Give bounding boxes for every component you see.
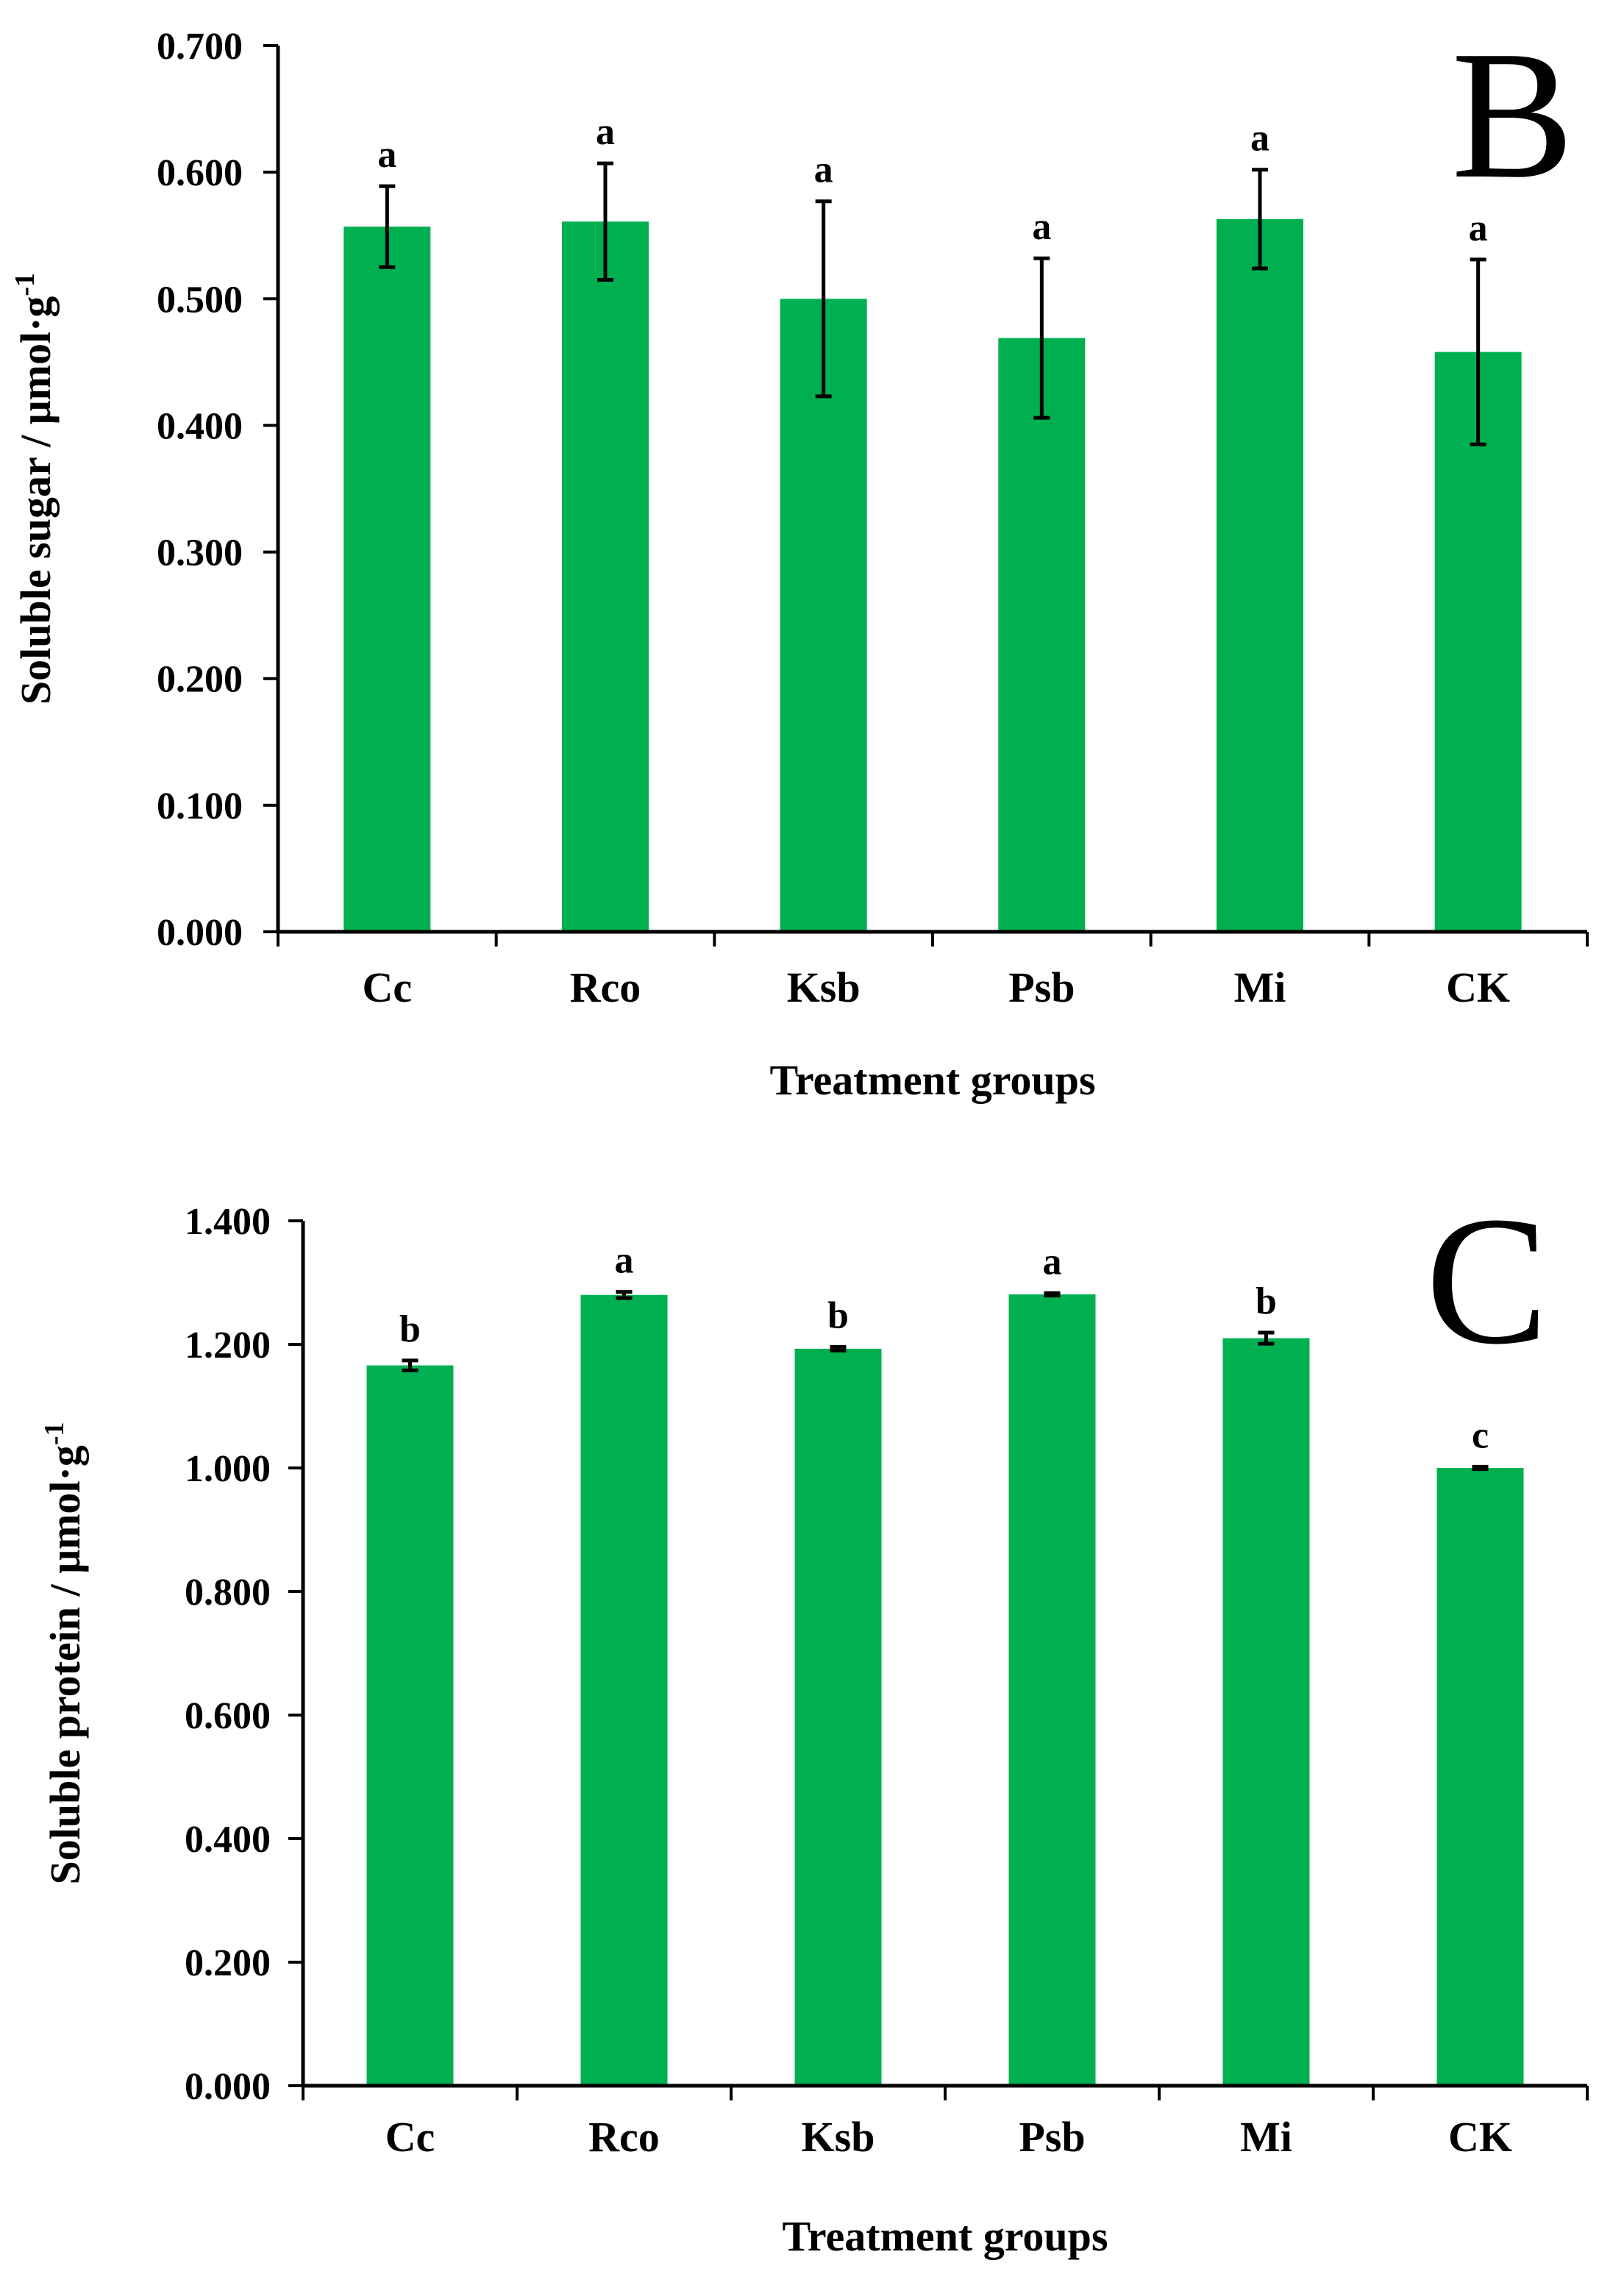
y-tick-label: 0.300: [157, 532, 243, 574]
error-bar-ksb: [815, 199, 832, 399]
significance-label: a: [596, 111, 615, 153]
y-tick-label: 0.200: [185, 1942, 271, 1984]
bar-cc: [366, 1365, 454, 2086]
error-bar-ck: [1472, 1464, 1489, 1472]
y-tick-label: 0.000: [185, 2066, 271, 2108]
x-tick-label: Rco: [588, 2113, 660, 2161]
error-bar-cc: [402, 1358, 419, 1372]
y-axis-title-superscript: -1: [39, 1422, 70, 1445]
x-tick-label: Ksb: [802, 2113, 875, 2161]
y-axis-title-text: Soluble protein / μmol·g: [41, 1445, 89, 1884]
y-axis-title-text: Soluble sugar / μmol·g: [12, 296, 60, 705]
bar-mi: [1222, 1338, 1310, 2086]
bar-cc: [343, 227, 431, 932]
y-tick-label: 0.100: [157, 785, 243, 827]
significance-label: a: [814, 149, 833, 191]
y-tick-label: 1.000: [185, 1448, 271, 1490]
x-tick-label: Psb: [1008, 963, 1075, 1011]
significance-label: a: [1043, 1241, 1062, 1283]
x-tick-label: Psb: [1019, 2113, 1085, 2161]
bar-rco: [562, 221, 649, 932]
bar-ksb: [780, 299, 867, 932]
y-axis-title-superscript: -1: [10, 273, 40, 296]
chart-panel-b: a Cc a Rco a Ksb a Psb a Mi a CK 0.000 0.100 0.200 0.30…: [10, 13, 1589, 1104]
y-tick-label: 0.600: [157, 152, 243, 194]
y-tick-label: 0.000: [157, 912, 243, 954]
bar-mi: [1217, 218, 1303, 933]
error-bar-ck: [1470, 257, 1486, 446]
y-tick-label: 0.400: [185, 1819, 271, 1861]
x-axis-title: Treatment groups: [782, 2212, 1108, 2260]
significance-label: a: [1469, 207, 1488, 249]
bar-psb: [998, 338, 1086, 932]
y-tick-label: 0.800: [185, 1572, 271, 1614]
panel-label: C: [1425, 1179, 1548, 1383]
error-bar-psb: [1044, 1291, 1061, 1298]
x-tick-label: Mi: [1240, 2113, 1292, 2161]
y-tick-label: 0.400: [157, 405, 243, 447]
significance-label: b: [399, 1308, 421, 1350]
bar-rco: [580, 1294, 668, 2086]
y-tick-label: 1.200: [185, 1325, 271, 1366]
x-tick-label: Cc: [385, 2113, 435, 2161]
error-bar-rco: [597, 161, 613, 282]
error-bar-ksb: [830, 1344, 847, 1352]
chart-panel-c: b Cc a Rco b Ksb a Psb b Mi c CK 0.000 0.200 0.400 0.60…: [39, 1179, 1589, 2260]
x-tick-label: Cc: [363, 963, 413, 1011]
x-tick-label: Rco: [570, 963, 641, 1011]
x-axis-title: Treatment groups: [769, 1056, 1095, 1104]
significance-label: b: [827, 1294, 849, 1336]
panel-label: B: [1451, 13, 1574, 217]
y-tick-label: 1.400: [185, 1201, 271, 1243]
y-tick-label: 0.700: [157, 26, 243, 68]
error-bar-mi: [1252, 168, 1268, 271]
x-tick-label: Ksb: [787, 963, 861, 1011]
significance-label: c: [1472, 1414, 1489, 1456]
error-bar-psb: [1033, 256, 1050, 420]
y-tick-label: 0.600: [185, 1695, 271, 1737]
y-tick-label: 0.200: [157, 659, 243, 701]
error-bar-rco: [616, 1290, 633, 1300]
significance-label: b: [1256, 1280, 1277, 1322]
bar-ck: [1434, 352, 1522, 933]
significance-label: a: [1032, 206, 1051, 248]
significance-label: a: [615, 1240, 634, 1282]
y-axis-title: Soluble sugar / μmol·g-1: [10, 273, 60, 705]
significance-label: a: [1250, 118, 1269, 160]
bar-ksb: [794, 1348, 882, 2086]
x-tick-label: CK: [1448, 2113, 1512, 2161]
error-bar-cc: [379, 184, 396, 269]
significance-label: a: [377, 134, 396, 176]
y-axis-title: Soluble protein / μmol·g-1: [39, 1422, 89, 1884]
bar-psb: [1008, 1294, 1096, 2086]
y-tick-label: 0.500: [157, 279, 243, 321]
x-tick-label: Mi: [1234, 963, 1286, 1011]
error-bar-mi: [1258, 1330, 1275, 1346]
bar-ck: [1436, 1468, 1524, 2086]
x-tick-label: CK: [1446, 963, 1510, 1011]
